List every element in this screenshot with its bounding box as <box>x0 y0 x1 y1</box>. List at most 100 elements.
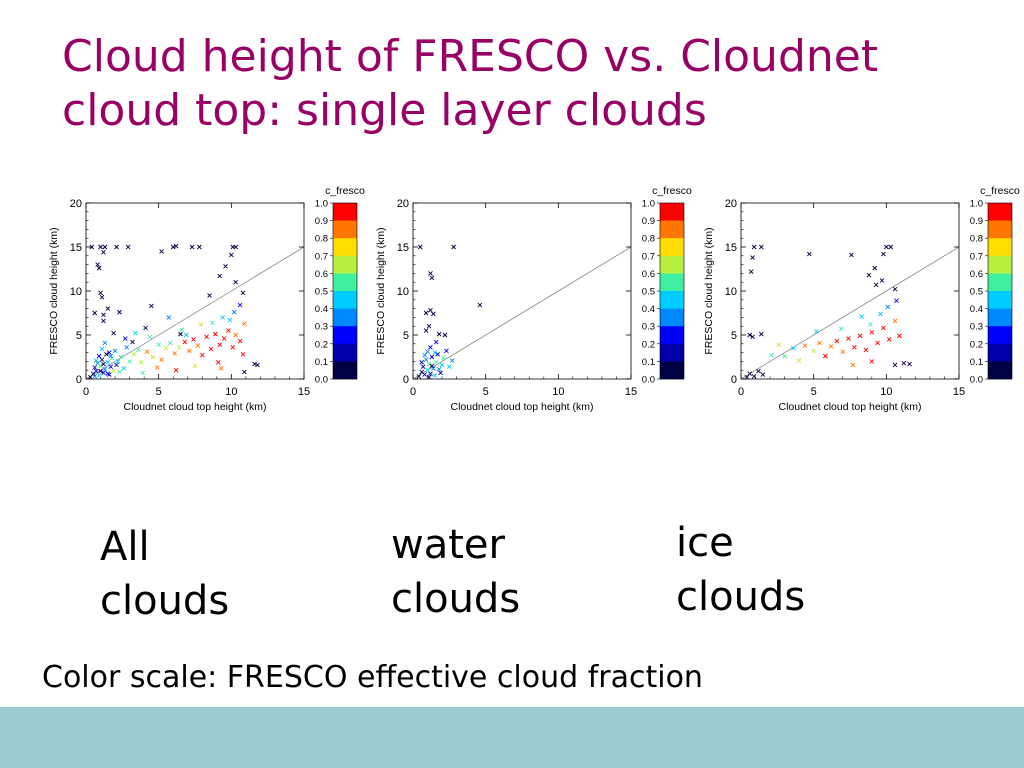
data-point <box>760 372 766 377</box>
data-point <box>416 374 422 379</box>
colorbar-segment <box>660 308 684 327</box>
data-point <box>477 302 483 308</box>
data-point <box>117 309 122 315</box>
data-point <box>101 249 106 255</box>
color-scale-note: Color scale: FRESCO effective cloud frac… <box>42 660 703 695</box>
colorbar-tick-label: 0.2 <box>315 339 328 350</box>
data-point <box>237 302 243 308</box>
colorbar-tick-label: 0.7 <box>315 251 328 262</box>
data-point <box>419 359 425 365</box>
data-point <box>444 348 449 354</box>
x-tick-label: 0 <box>83 386 89 398</box>
data-point <box>105 371 111 377</box>
x-axis-label: Cloudnet cloud top height (km) <box>451 401 594 413</box>
colorbar-segment <box>660 273 684 292</box>
caption-line: water <box>391 522 505 568</box>
data-point <box>117 369 122 375</box>
y-axis-label: FRESCO cloud height (km) <box>375 227 387 354</box>
data-point <box>231 309 237 315</box>
scatter-panel-all-clouds: 0 5 10 15 0 5 10 15 20 Cloudnet cloud top height … <box>48 185 365 413</box>
data-point <box>429 354 435 360</box>
data-point <box>138 359 144 365</box>
data-point <box>176 345 182 350</box>
data-point <box>433 339 439 345</box>
data-point <box>133 330 138 336</box>
x-tick-label: 15 <box>298 386 310 398</box>
data-point <box>252 361 257 367</box>
data-point <box>881 251 886 257</box>
data-point <box>442 332 448 338</box>
colorbar-tick-label: 0.5 <box>970 287 983 298</box>
data-point <box>828 344 834 349</box>
data-point <box>101 370 106 376</box>
y-tick-label: 10 <box>397 286 409 298</box>
slide-title: Cloud height of FRESCO vs. Cloudnet clou… <box>62 30 982 138</box>
data-point <box>105 306 111 311</box>
data-point <box>422 372 427 377</box>
data-point <box>759 244 764 250</box>
colorbar-title: c_fresco <box>980 185 1020 197</box>
data-point <box>197 244 202 250</box>
caption-ice-clouds: ice clouds <box>676 516 805 624</box>
data-point <box>422 352 427 358</box>
colorbar-segment <box>333 343 357 362</box>
caption-line: clouds <box>391 576 521 622</box>
footer-band <box>0 707 1024 768</box>
data-point <box>93 358 99 363</box>
colorbar-tick-label: 0.4 <box>642 304 655 315</box>
data-point <box>96 353 102 359</box>
data-point <box>759 331 764 337</box>
colorbar-title: c_fresco <box>652 185 692 197</box>
data-point <box>892 318 898 324</box>
one-to-one-line <box>85 246 305 380</box>
colorbar-segment <box>660 361 684 380</box>
data-point <box>838 326 844 332</box>
x-tick-label: 5 <box>483 386 489 398</box>
data-point <box>796 358 802 363</box>
data-point <box>852 345 857 350</box>
colorbar-tick-label: 0.6 <box>642 269 655 280</box>
one-to-one-line <box>740 246 960 380</box>
colorbar-segment <box>333 273 357 292</box>
colorbar-tick-label: 0.3 <box>315 322 328 333</box>
colorbar-tick-label: 0.2 <box>642 339 655 350</box>
colorbar-tick-label: 0.7 <box>970 251 983 262</box>
data-point <box>102 244 108 250</box>
data-point <box>802 343 808 348</box>
data-point <box>186 348 192 354</box>
data-point <box>429 275 435 281</box>
data-point <box>207 293 212 298</box>
colorbar-segment <box>988 273 1012 292</box>
colorbar-tick-label: 0.9 <box>970 216 983 227</box>
data-point <box>233 332 239 338</box>
colorbar-segment <box>988 255 1012 274</box>
data-point <box>428 371 433 377</box>
data-point <box>218 366 224 371</box>
data-point <box>255 362 260 368</box>
colorbar-segment <box>988 203 1012 221</box>
data-point <box>191 337 196 342</box>
one-to-one-line <box>412 246 632 380</box>
data-point <box>143 325 148 331</box>
data-point <box>213 331 218 337</box>
data-point <box>105 359 111 365</box>
data-point <box>127 359 132 364</box>
colorbar-tick-label: 1.0 <box>970 199 983 210</box>
data-point <box>144 349 150 355</box>
data-point <box>92 310 98 316</box>
x-axis-label: Cloudnet cloud top height (km) <box>779 401 922 413</box>
colorbar-segment <box>333 361 357 380</box>
data-point <box>423 310 429 316</box>
data-point <box>130 339 135 345</box>
data-point <box>881 325 886 331</box>
y-tick-label: 20 <box>70 198 82 210</box>
data-point <box>195 343 201 348</box>
y-axis-label: FRESCO cloud height (km) <box>48 227 60 354</box>
data-point <box>215 359 221 365</box>
data-point <box>417 244 423 250</box>
colorbar-tick-label: 0.8 <box>642 234 655 245</box>
slide-title-line-1: Cloud height of FRESCO vs. Cloudnet <box>62 31 879 82</box>
y-tick-label: 10 <box>725 286 737 298</box>
data-point <box>111 330 116 336</box>
data-point <box>857 333 863 339</box>
